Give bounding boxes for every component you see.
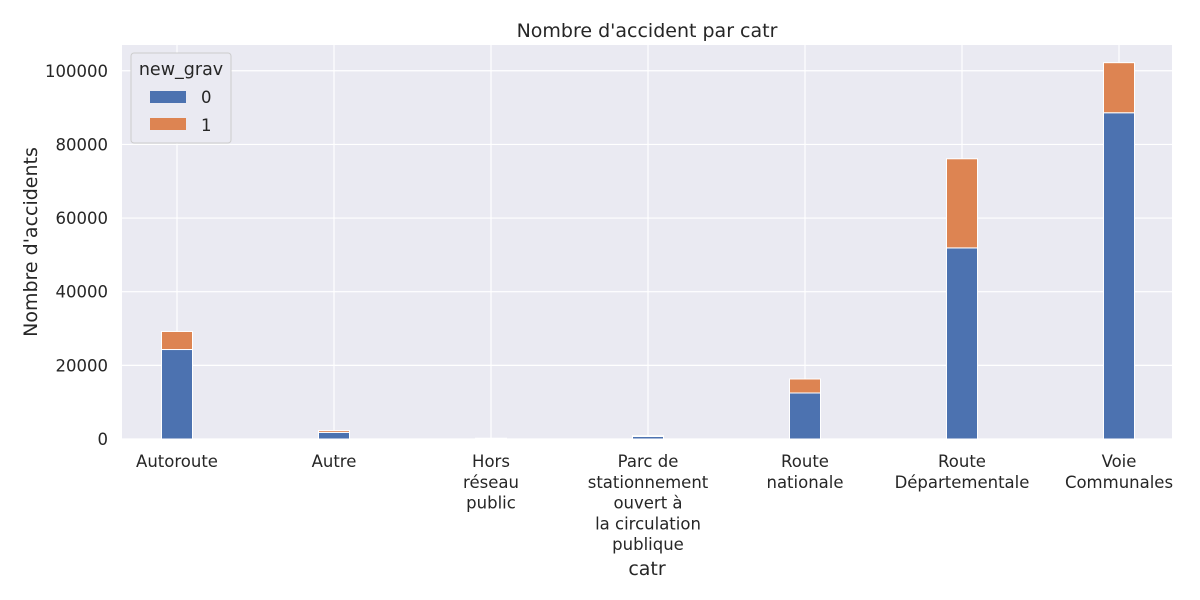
x-tick-label: Hors réseau public [463,452,519,513]
y-tick-labels: 0 20000 40000 60000 80000 100000 [45,62,108,449]
y-tick-label: 0 [98,430,109,449]
bar-series-1 [161,330,193,351]
y-tick-label: 60000 [56,209,109,228]
chart-title: Nombre d'accident par catr [517,20,778,42]
y-tick-label: 20000 [56,356,109,375]
bars [161,62,1135,440]
legend: new_grav 0 1 [130,52,232,144]
plot-area [122,45,1172,439]
y-axis-label: Nombre d'accidents [20,147,42,337]
bar-series-0 [789,392,821,440]
legend-title: new_grav [139,60,223,80]
y-tick-label: 40000 [56,283,109,302]
x-tick-label: Route nationale [766,452,843,492]
bar-series-0 [318,431,350,440]
y-tick-label: 80000 [56,135,109,154]
x-tick-label: Parc de stationnement ouvert à la circulati… [588,452,709,554]
x-tick-label: Autoroute [136,452,218,471]
bar-series-0 [946,247,978,440]
x-tick-label: Voie Communales [1065,452,1173,492]
y-tick-label: 100000 [45,62,108,81]
bar-series-1 [946,158,978,249]
bar-series-1 [789,378,821,394]
legend-swatch-1 [150,118,186,130]
x-tick-label: Route Départementale [895,452,1030,492]
bar-series-0 [161,349,193,440]
bar-series-0 [1103,112,1135,440]
bar-series-1 [1103,62,1135,114]
bar-series-1 [318,430,350,433]
legend-label-1: 1 [201,116,212,135]
x-axis-label: catr [628,558,666,580]
x-tick-label: Autre [312,452,357,471]
bar-series-1 [632,435,664,437]
legend-label-0: 0 [201,88,212,107]
legend-swatch-0 [150,91,186,103]
x-tick-labels: Autoroute Autre Hors réseau public Parc de sta… [136,452,1173,554]
